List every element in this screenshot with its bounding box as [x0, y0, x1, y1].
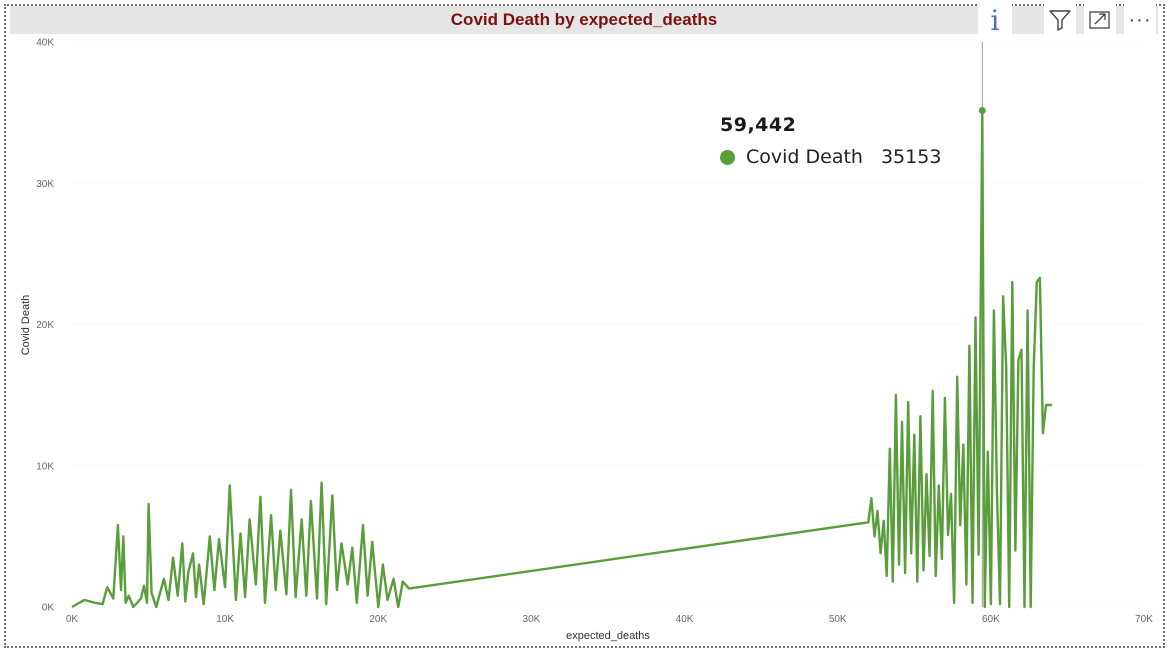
x-tick-label: 10K: [216, 614, 234, 625]
x-tick-label: 70K: [1135, 614, 1153, 625]
visual-header: Covid Death by expected_deaths: [10, 6, 1158, 34]
filter-icon[interactable]: [1044, 4, 1076, 36]
tooltip-series-value: 35153: [880, 146, 942, 168]
x-tick-label: 40K: [676, 614, 694, 625]
tooltip-series-name: Covid Death: [746, 146, 863, 168]
y-axis: 0K 10K 20K 30K 40K: [36, 38, 54, 614]
grid-lines: [72, 41, 1144, 608]
more-options-icon[interactable]: ···: [1124, 4, 1156, 36]
x-tick-label: 20K: [369, 614, 387, 625]
x-tick-label: 0K: [66, 614, 79, 625]
y-tick-label: 10K: [36, 461, 54, 472]
y-tick-label: 30K: [36, 179, 54, 190]
focus-mode-icon[interactable]: [1084, 4, 1116, 36]
series-line-covid-death[interactable]: [71, 109, 1053, 609]
y-tick-label: 40K: [36, 38, 54, 49]
y-tick-label: 0K: [42, 603, 55, 614]
legend-dot-icon: [720, 149, 735, 165]
tooltip-row: Covid Death 35153: [720, 146, 941, 168]
chart-title: Covid Death by expected_deaths: [450, 10, 718, 29]
filter-glyph: [1049, 10, 1071, 31]
x-axis-title: expected_deaths: [566, 630, 650, 642]
info-icon[interactable]: i: [978, 4, 1012, 37]
focus-glyph: [1089, 11, 1110, 29]
x-tick-label: 30K: [523, 614, 541, 625]
tooltip: 59,442 Covid Death 35153: [720, 114, 941, 168]
y-axis-title: Covid Death: [20, 295, 32, 356]
x-tick-label: 50K: [829, 614, 847, 625]
x-axis: 0K 10K 20K 30K 40K 50K 60K 70K: [66, 614, 1153, 625]
hover-point[interactable]: [978, 106, 986, 114]
x-tick-label: 60K: [982, 614, 1000, 625]
tooltip-x-value: 59,442: [720, 114, 797, 136]
y-tick-label: 20K: [36, 320, 54, 331]
